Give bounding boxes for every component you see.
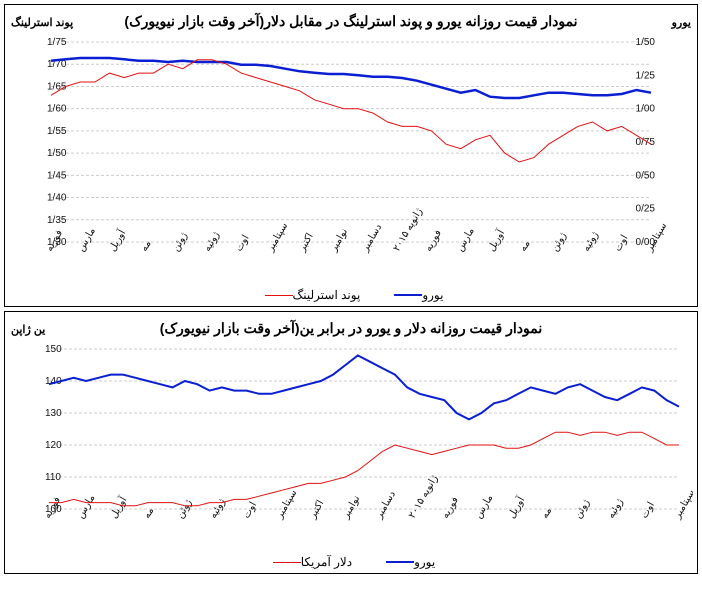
svg-text:ژانویه ۲۰۱۵: ژانویه ۲۰۱۵ <box>407 473 441 520</box>
svg-text:مارس: مارس <box>473 493 495 521</box>
svg-text:مارس: مارس <box>76 226 98 254</box>
svg-text:اکتبر: اکتبر <box>307 498 327 521</box>
svg-text:مارس: مارس <box>75 493 97 521</box>
svg-text:0/75: 0/75 <box>636 137 656 148</box>
svg-text:1/35: 1/35 <box>47 215 67 226</box>
svg-text:ژوئیه: ژوئیه <box>606 497 626 521</box>
svg-text:آوریل: آوریل <box>505 493 528 520</box>
chart-wrap: پوند استرلینگیورو1/301/351/401/451/501/5… <box>9 34 693 284</box>
svg-text:آوریل: آوریل <box>107 493 130 520</box>
svg-text:0/50: 0/50 <box>636 170 656 181</box>
svg-text:مارس: مارس <box>455 226 477 254</box>
svg-text:0/25: 0/25 <box>636 204 656 215</box>
svg-text:فوریه: فوریه <box>423 228 444 254</box>
svg-text:نوامبر: نوامبر <box>328 227 350 255</box>
svg-text:ژانویه ۲۰۱۵: ژانویه ۲۰۱۵ <box>391 206 425 253</box>
legend-item: یورو <box>380 555 435 569</box>
svg-text:150: 150 <box>45 344 62 355</box>
svg-text:نوامبر: نوامبر <box>340 494 362 522</box>
svg-text:دسامبر: دسامبر <box>373 489 398 521</box>
chart-panel: نمودار قیمت روزانه یورو و پوند استرلینگ … <box>4 4 698 307</box>
legend-item: پوند استرلینگ <box>259 288 361 302</box>
chart-panel: نمودار قیمت روزانه دلار و یورو در برابر … <box>4 311 698 574</box>
legend-label: پوند استرلینگ <box>293 288 361 302</box>
legend-swatch <box>265 295 293 296</box>
svg-text:مه: مه <box>142 506 157 521</box>
svg-text:1/40: 1/40 <box>47 193 67 204</box>
svg-text:سپتامبر: سپتامبر <box>274 488 300 522</box>
legend-item: یورو <box>388 288 443 302</box>
svg-text:دسامبر: دسامبر <box>359 222 384 254</box>
series-line <box>49 432 679 506</box>
svg-text:مه: مه <box>518 239 533 254</box>
series-line <box>49 355 679 419</box>
legend: یورو دلار آمریکا <box>9 555 693 569</box>
svg-text:سپتامبر: سپتامبر <box>672 488 693 522</box>
chart-svg: 100110120130140150فوریهمارسآوریلمهژوئنژو… <box>9 341 693 551</box>
legend-label: دلار آمریکا <box>301 555 352 569</box>
svg-text:فوریه: فوریه <box>440 495 461 521</box>
legend-swatch <box>273 562 301 563</box>
chart-wrap: ین ژاپن100110120130140150فوریهمارسآوریلم… <box>9 341 693 551</box>
y-axis-left-label: ین ژاپن <box>11 323 45 336</box>
legend-swatch <box>386 561 414 563</box>
legend-item: دلار آمریکا <box>267 555 352 569</box>
svg-text:130: 130 <box>45 408 62 419</box>
svg-text:1/55: 1/55 <box>47 126 67 137</box>
svg-text:1/50: 1/50 <box>636 37 656 48</box>
legend-swatch <box>394 294 422 296</box>
chart-svg: 1/301/351/401/451/501/551/601/651/701/75… <box>9 34 693 284</box>
svg-text:1/45: 1/45 <box>47 170 67 181</box>
chart-title: نمودار قیمت روزانه یورو و پوند استرلینگ … <box>9 13 693 30</box>
svg-text:اکتبر: اکتبر <box>296 231 316 254</box>
svg-text:1/60: 1/60 <box>47 104 67 115</box>
svg-text:1/50: 1/50 <box>47 148 67 159</box>
svg-text:اوت: اوت <box>234 233 252 253</box>
svg-text:مه: مه <box>139 239 154 254</box>
y-axis-left-label: پوند استرلینگ <box>11 16 73 29</box>
legend-label: یورو <box>414 555 435 569</box>
legend-label: یورو <box>422 288 443 302</box>
svg-text:آوریل: آوریل <box>105 226 128 253</box>
svg-text:آوریل: آوریل <box>484 226 507 253</box>
svg-text:120: 120 <box>45 440 62 451</box>
svg-text:1/75: 1/75 <box>47 37 67 48</box>
svg-text:سپتامبر: سپتامبر <box>265 221 291 255</box>
chart-title: نمودار قیمت روزانه دلار و یورو در برابر … <box>9 320 693 337</box>
svg-text:اوت: اوت <box>612 233 630 253</box>
svg-text:1/25: 1/25 <box>636 70 656 81</box>
svg-text:1/00: 1/00 <box>636 104 656 115</box>
legend: یورو پوند استرلینگ <box>9 288 693 302</box>
svg-text:اوت: اوت <box>639 500 657 520</box>
svg-text:اوت: اوت <box>241 500 259 520</box>
svg-text:مه: مه <box>539 506 554 521</box>
y-axis-right-label: یورو <box>672 16 691 29</box>
svg-text:110: 110 <box>45 472 61 483</box>
